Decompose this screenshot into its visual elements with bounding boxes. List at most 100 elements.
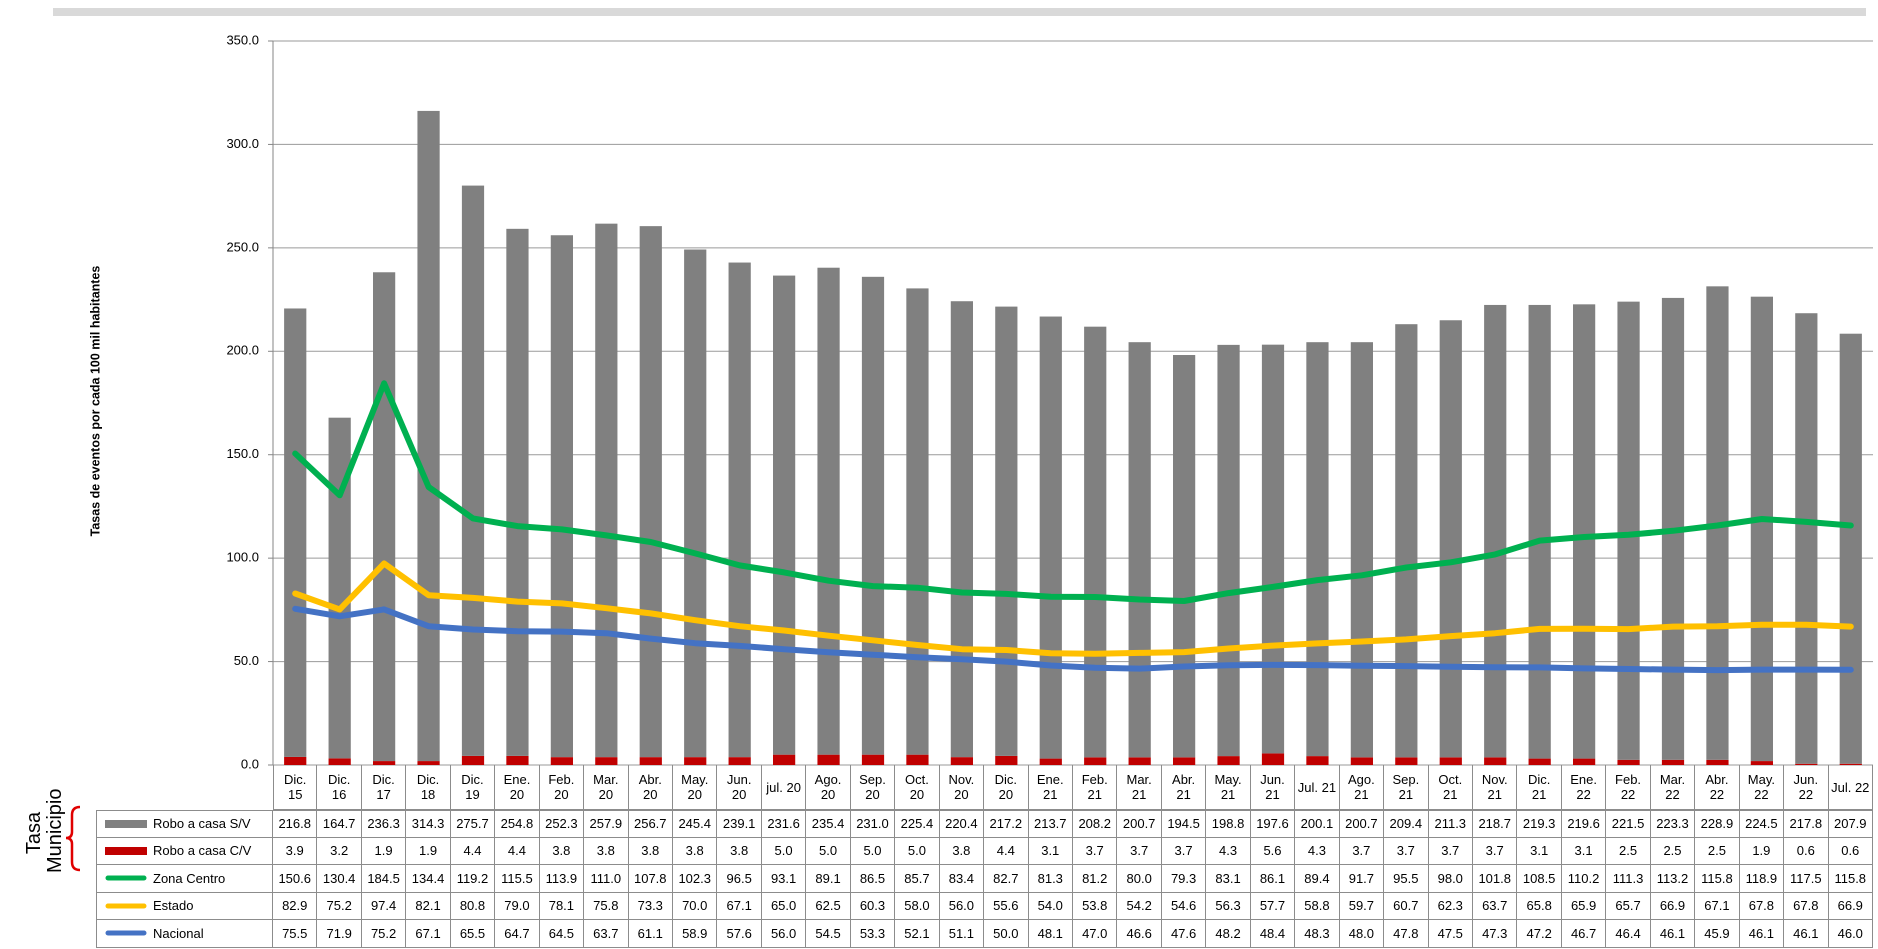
table-value: 58.9 [673,920,718,948]
legend-cell: Robo a casa S/V [96,810,273,838]
bar [1795,313,1818,764]
table-value: 57.7 [1250,892,1296,920]
table-value: 73.3 [628,892,673,920]
bar [1350,342,1373,758]
header-band [53,8,1866,16]
table-value: 239.1 [717,810,762,838]
table-value: 46.1 [1784,920,1829,948]
table-value: 231.0 [850,810,896,838]
table-value: 56.0 [939,892,985,920]
table-value: 54.6 [1161,892,1207,920]
table-value: 59.7 [1339,892,1385,920]
legend-label: Zona Centro [153,870,226,886]
table-value: 5.6 [1250,837,1296,865]
table-value: 48.4 [1250,920,1296,948]
table-value: 217.8 [1784,810,1829,838]
y-tick-label: 300.0 [226,136,259,151]
table-value: 75.2 [317,892,362,920]
bar [1661,759,1685,765]
table-value: 47.3 [1473,920,1518,948]
table-value: 3.1 [1517,837,1562,865]
table-value: 3.8 [539,837,585,865]
table-value: 4.4 [450,837,496,865]
category-cell: May. 21 [1206,765,1251,810]
bar [1217,756,1240,765]
bar [1173,757,1196,765]
table-value: 78.1 [539,892,585,920]
bar [1706,759,1729,765]
category-cell: Jun. 20 [717,765,762,810]
category-cell: Ago. 20 [806,765,851,810]
table-value: 3.7 [1117,837,1162,865]
table-value: 46.1 [1650,920,1696,948]
bar [1084,757,1107,765]
category-cell: May. 20 [673,765,718,810]
table-value: 45.9 [1695,920,1740,948]
category-cell: Jul. 22 [1828,765,1873,810]
table-value: 82.9 [273,892,318,920]
table-value: 91.7 [1339,865,1385,893]
bar [1795,763,1818,765]
bar [595,757,618,765]
table-value: 63.7 [584,920,629,948]
table-value: 197.6 [1250,810,1296,838]
bar [1261,344,1285,754]
table-value: 102.3 [673,865,718,893]
table-value: 62.3 [1428,892,1473,920]
bar [550,235,573,758]
table-value: 64.5 [539,920,585,948]
table-value: 80.8 [450,892,496,920]
table-value: 50.0 [984,920,1029,948]
bar [639,757,662,765]
table-value: 47.8 [1384,920,1429,948]
table-value: 65.9 [1561,892,1607,920]
bar [1039,316,1062,759]
table-value: 4.3 [1206,837,1251,865]
bar [1617,759,1640,765]
table-value: 219.6 [1561,810,1607,838]
table-value: 66.9 [1828,892,1873,920]
table-value: 95.5 [1384,865,1429,893]
bar [417,110,440,762]
y-tick-label: 150.0 [226,446,259,461]
table-value: 46.0 [1828,920,1873,948]
table-value: 46.7 [1561,920,1607,948]
table-value: 218.7 [1473,810,1518,838]
bar [1084,326,1107,758]
bar [373,272,396,762]
table-value: 57.6 [717,920,762,948]
table-value: 48.3 [1295,920,1340,948]
bar [773,275,796,755]
table-value: 235.4 [806,810,851,838]
table-value: 115.8 [1828,865,1873,893]
table-value: 164.7 [317,810,362,838]
table-value: 98.0 [1428,865,1473,893]
table-value: 3.8 [628,837,673,865]
bar [1439,757,1462,765]
bar [861,276,885,755]
category-cell: Ago. 21 [1339,765,1385,810]
bar [728,757,751,765]
bar [906,288,929,755]
bar [1528,758,1551,765]
table-value: 108.5 [1517,865,1562,893]
table-value: 47.0 [1073,920,1118,948]
table-value: 48.0 [1339,920,1385,948]
bar [728,262,751,758]
legend-cell: Zona Centro [96,865,273,893]
table-value: 184.5 [361,865,407,893]
table-value: 5.0 [761,837,807,865]
category-cell: Dic. 15 [273,765,318,810]
table-value: 1.9 [1739,837,1785,865]
table-value: 67.1 [717,892,762,920]
table-value: 85.7 [895,865,940,893]
table-value: 217.2 [984,810,1029,838]
bar [1750,296,1773,762]
table-value: 47.5 [1428,920,1473,948]
table-value: 275.7 [450,810,496,838]
category-cell: Jun. 21 [1250,765,1296,810]
table-value: 216.8 [273,810,318,838]
table-value: 4.4 [495,837,540,865]
